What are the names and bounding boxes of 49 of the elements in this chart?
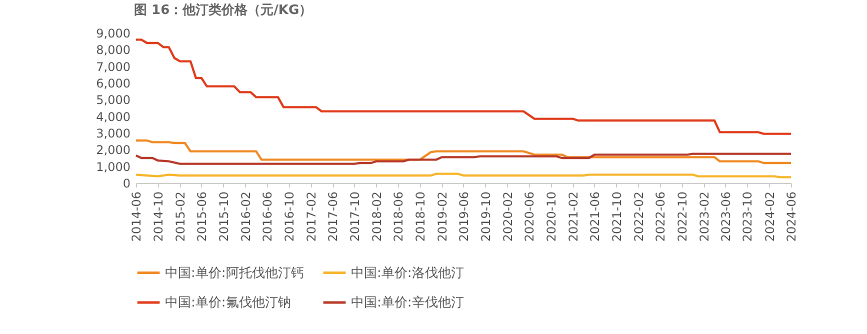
- x-tick-label: 2017-02: [304, 192, 318, 242]
- x-tick-label: 2023-06: [718, 192, 733, 242]
- x-tick-label: 2016-10: [282, 192, 296, 242]
- x-tick-label: 2020-10: [544, 192, 558, 242]
- y-tick-label: 1,000: [96, 160, 130, 174]
- chart-title: 图 16：他汀类价格（元/KG）: [134, 3, 312, 18]
- line-series: [134, 152, 792, 165]
- x-tick-label: 2022-02: [632, 192, 646, 242]
- y-tick-label: 8,000: [96, 43, 130, 58]
- y-tick-label: 7,000: [96, 60, 130, 74]
- x-tick-label: 2015-06: [194, 192, 209, 242]
- x-tick-label: 2021-06: [588, 192, 602, 242]
- line-series: [134, 139, 792, 164]
- y-tick-label: 5,000: [96, 93, 130, 108]
- x-tick-label: 2018-06: [391, 192, 406, 242]
- x-tick-label: 2021-10: [610, 192, 624, 242]
- x-tick-label: 2024-06: [784, 192, 798, 242]
- x-tick-label: 2021-02: [566, 192, 580, 242]
- y-tick-label: 2,000: [96, 143, 130, 158]
- x-tick-label: 2017-10: [348, 192, 362, 242]
- y-tick-label: 0: [122, 176, 130, 190]
- y-tick-label: 9,000: [96, 26, 130, 40]
- y-tick-label: 6,000: [96, 76, 130, 90]
- x-tick-label: 2015-02: [173, 192, 188, 242]
- x-tick-label: 2016-02: [238, 192, 253, 242]
- x-tick-label: 2014-10: [151, 192, 166, 242]
- x-tick-label: 2019-06: [456, 192, 471, 242]
- x-tick-label: 2022-06: [653, 192, 668, 242]
- x-tick-label: 2022-10: [675, 192, 690, 242]
- x-tick-label: 2016-06: [260, 192, 275, 242]
- x-tick-label: 2020-06: [522, 192, 537, 242]
- x-tick-label: 2019-10: [478, 192, 493, 242]
- x-tick-label: 2017-06: [326, 192, 340, 242]
- line-series: [134, 38, 792, 135]
- x-tick-label: 2023-10: [740, 192, 755, 242]
- x-tick-label: 2015-10: [216, 192, 231, 242]
- legend-label: 中国:单价:阿托伐他汀钙: [165, 266, 304, 281]
- y-tick-label: 4,000: [96, 110, 130, 124]
- x-tick-label: 2019-02: [435, 192, 450, 242]
- legend-label: 中国:单价:辛伐他汀: [351, 296, 464, 310]
- x-tick-label: 2018-10: [413, 192, 428, 242]
- x-tick-label: 2014-06: [130, 192, 144, 242]
- legend-label: 中国:单价:氟伐他汀钠: [165, 296, 291, 310]
- x-tick-label: 2018-02: [370, 192, 384, 242]
- y-tick-label: 3,000: [96, 126, 130, 140]
- x-tick-label: 2024-02: [762, 192, 777, 242]
- x-tick-label: 2020-02: [500, 192, 515, 242]
- x-tick-label: 2023-02: [697, 192, 712, 242]
- legend-label: 中国:单价:洛伐他汀: [351, 266, 464, 281]
